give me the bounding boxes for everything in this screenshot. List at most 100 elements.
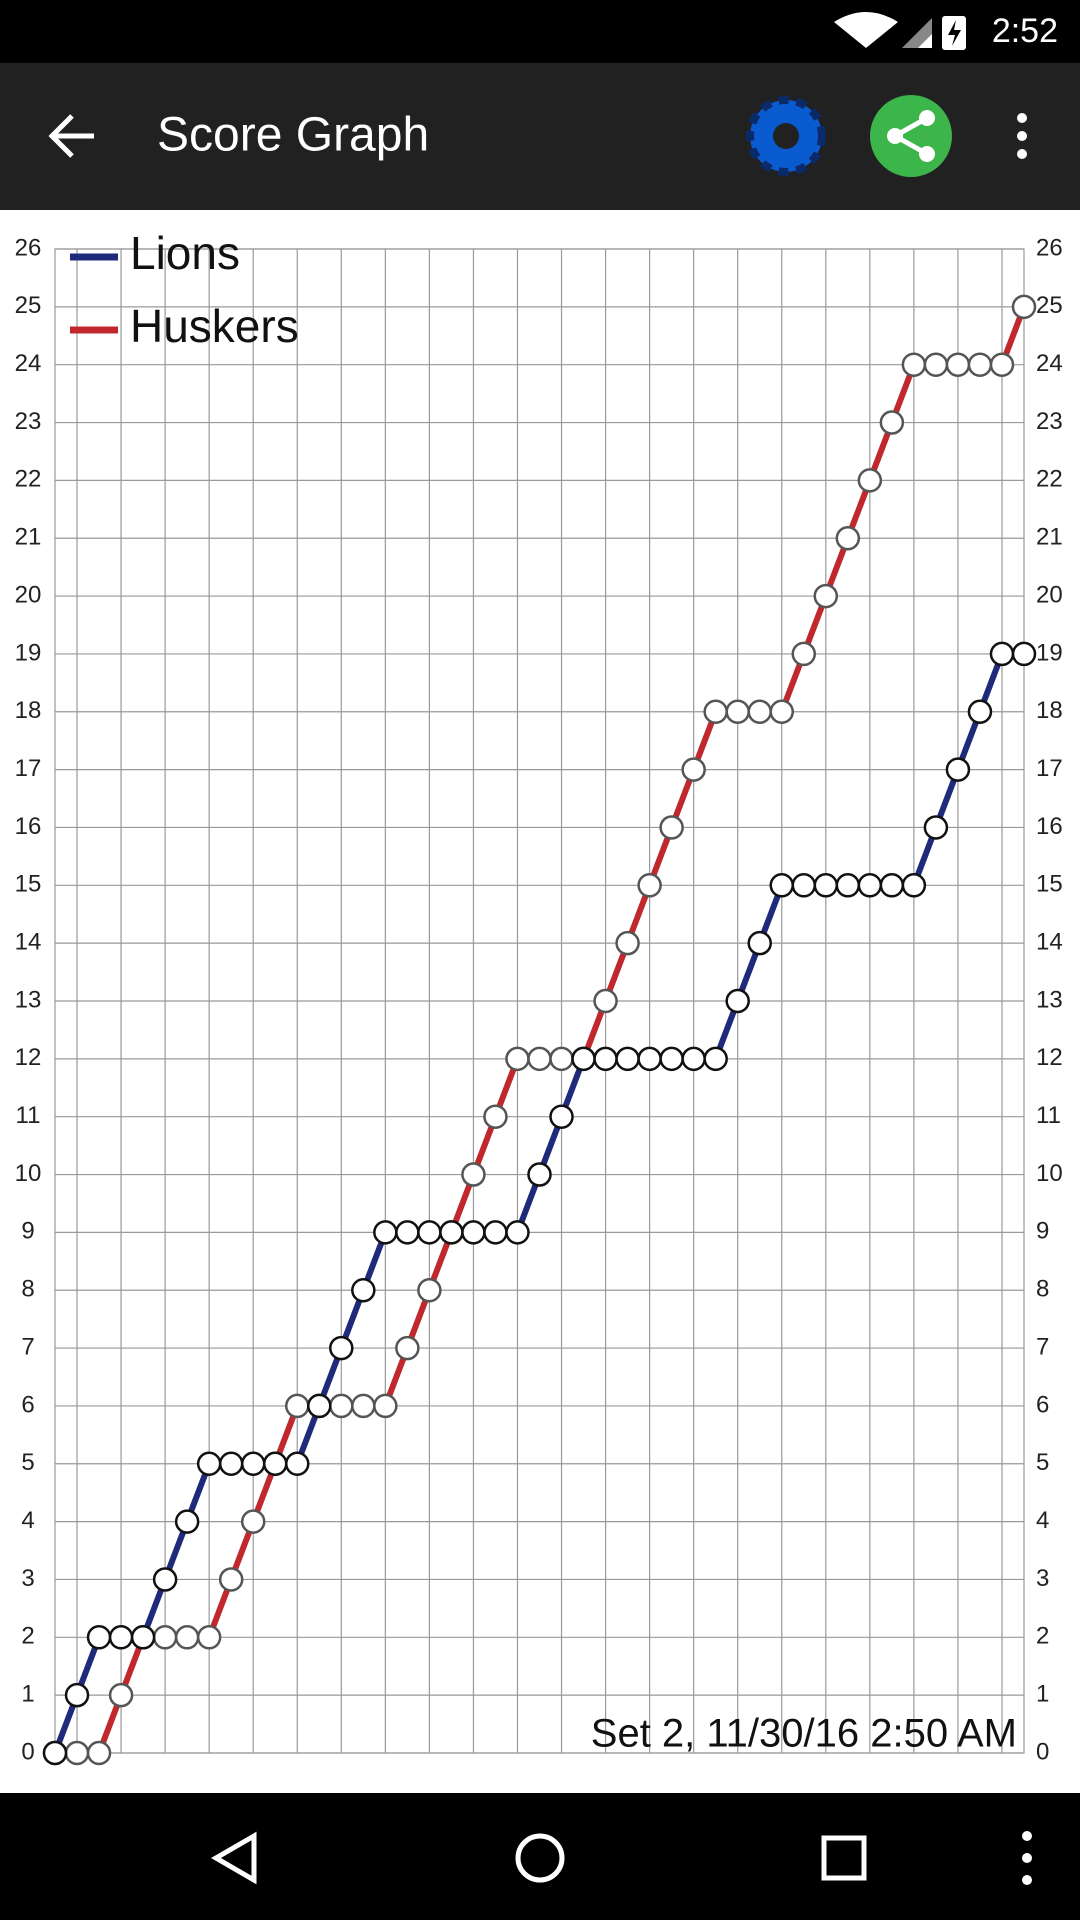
nav-recents[interactable] xyxy=(821,1835,867,1881)
menu-dot[interactable] xyxy=(1022,1853,1032,1863)
signal-fill xyxy=(918,34,932,48)
y-tick-label: 9 xyxy=(21,1218,34,1245)
data-point xyxy=(659,1046,684,1072)
y-tick-label: 0 xyxy=(21,1738,34,1765)
y2-tick-label: 9 xyxy=(1036,1218,1049,1245)
share-button[interactable] xyxy=(870,95,952,177)
y2-tick-label: 15 xyxy=(1036,871,1063,898)
data-point xyxy=(989,352,1015,377)
data-point xyxy=(130,1625,156,1650)
data-point xyxy=(549,1046,574,1072)
data-point xyxy=(923,352,949,377)
data-point xyxy=(945,352,971,377)
nav-menu[interactable] xyxy=(1022,1831,1032,1885)
data-point xyxy=(64,1740,90,1766)
y2-tick-label: 22 xyxy=(1036,466,1063,493)
menu-dot[interactable] xyxy=(1017,149,1027,159)
back-arrow[interactable] xyxy=(48,114,94,158)
y-tick-label: 26 xyxy=(15,234,42,261)
menu-dot[interactable] xyxy=(1022,1875,1032,1885)
data-point xyxy=(813,583,839,609)
data-point xyxy=(1011,294,1037,320)
data-point xyxy=(329,1393,354,1419)
data-point xyxy=(527,1046,552,1072)
app-title: Score Graph xyxy=(157,109,429,162)
back-button[interactable] xyxy=(48,114,94,158)
data-point xyxy=(791,873,817,898)
y-tick-label: 10 xyxy=(15,1160,42,1187)
data-point xyxy=(703,1046,728,1072)
signal-icon xyxy=(902,18,932,48)
y-tick-label: 21 xyxy=(15,524,42,551)
share-circle[interactable] xyxy=(870,95,952,177)
data-point xyxy=(461,1162,486,1187)
menu-dot[interactable] xyxy=(1017,131,1027,141)
share-dot[interactable] xyxy=(887,128,903,144)
y-tick-label: 16 xyxy=(15,813,42,840)
data-point xyxy=(659,815,684,840)
data-point xyxy=(108,1682,134,1708)
data-point xyxy=(395,1220,420,1245)
y-tick-label: 1 xyxy=(21,1680,34,1707)
data-point xyxy=(879,873,905,898)
nav-home[interactable] xyxy=(515,1833,565,1883)
data-point xyxy=(989,641,1015,667)
y2-tick-label: 17 xyxy=(1036,755,1063,782)
settings-button[interactable] xyxy=(746,96,826,176)
data-point xyxy=(461,1220,486,1245)
series-line xyxy=(52,650,1024,1755)
data-point xyxy=(791,641,817,667)
data-point xyxy=(439,1220,464,1245)
menu-dot[interactable] xyxy=(1017,113,1027,123)
gear-hole[interactable] xyxy=(773,123,799,149)
overflow-menu[interactable] xyxy=(1017,113,1027,159)
y-tick-label: 12 xyxy=(15,1044,42,1071)
data-point xyxy=(483,1104,508,1129)
menu-dot[interactable] xyxy=(1022,1831,1032,1841)
data-point xyxy=(769,699,794,725)
y2-tick-label: 11 xyxy=(1036,1102,1061,1129)
y-tick-label: 25 xyxy=(15,292,42,319)
y-tick-label: 3 xyxy=(21,1565,34,1592)
y2-tick-label: 20 xyxy=(1036,581,1063,608)
data-point xyxy=(218,1451,244,1477)
status-bar xyxy=(0,0,1080,63)
y2-tick-label: 26 xyxy=(1036,234,1063,261)
wifi-icon xyxy=(834,12,898,48)
data-point xyxy=(879,410,905,435)
legend-label: Lions xyxy=(130,227,240,279)
data-point xyxy=(152,1567,178,1592)
data-point xyxy=(218,1567,244,1592)
data-point xyxy=(196,1625,222,1650)
data-point xyxy=(285,1393,310,1419)
data-point xyxy=(1011,641,1037,667)
data-point xyxy=(351,1393,376,1419)
status-time: 2:52 xyxy=(992,12,1058,50)
y-tick-label: 2 xyxy=(21,1623,34,1650)
data-point xyxy=(637,873,662,898)
data-point xyxy=(857,468,883,493)
nav-back[interactable] xyxy=(211,1831,257,1885)
y-tick-label: 8 xyxy=(21,1276,34,1303)
data-point xyxy=(593,1046,618,1072)
data-point xyxy=(681,1046,706,1072)
y2-tick-label: 0 xyxy=(1036,1738,1049,1765)
share-dot[interactable] xyxy=(919,110,935,126)
share-dot[interactable] xyxy=(919,146,935,162)
data-point xyxy=(549,1104,574,1129)
data-point xyxy=(703,699,728,725)
data-point xyxy=(86,1625,112,1650)
data-point xyxy=(240,1451,266,1477)
y-tick-label: 23 xyxy=(15,408,42,435)
data-point xyxy=(373,1393,398,1419)
y2-tick-label: 21 xyxy=(1036,524,1063,551)
data-point xyxy=(725,988,750,1014)
y-tick-label: 6 xyxy=(21,1391,34,1418)
y2-tick-label: 10 xyxy=(1036,1160,1063,1187)
data-point xyxy=(196,1451,222,1477)
y2-tick-label: 7 xyxy=(1036,1333,1049,1360)
data-point xyxy=(901,873,927,898)
data-point xyxy=(505,1046,530,1072)
